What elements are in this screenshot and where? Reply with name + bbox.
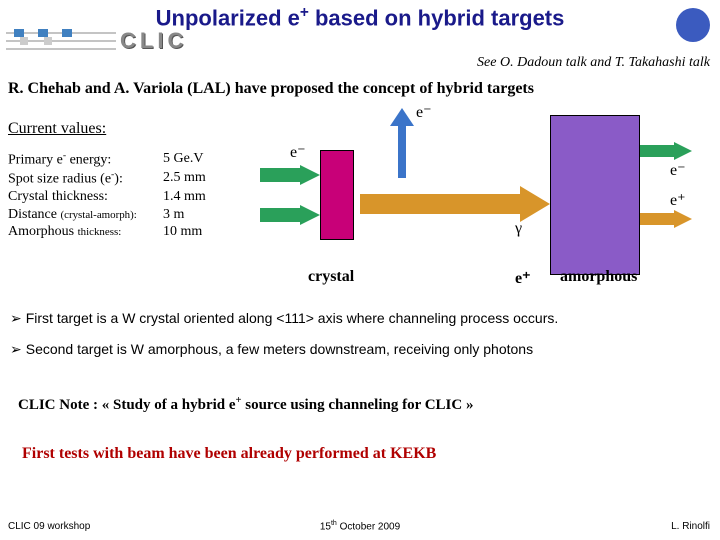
param-row: Primary e- energy:5 Ge.V — [8, 150, 206, 169]
param-value: 1.4 mm — [163, 188, 206, 206]
see-talks-note: See O. Dadoun talk and T. Takahashi talk — [477, 55, 710, 71]
see-talk-2: and T. Takahashi talk — [587, 55, 710, 70]
footer-left: CLIC 09 workshop — [8, 521, 90, 532]
gamma-arrow — [360, 186, 550, 222]
param-value: 3 m — [163, 206, 184, 224]
param-value: 10 mm — [163, 223, 202, 241]
parameter-list: Primary e- energy:5 Ge.VSpot size radius… — [8, 150, 206, 241]
logo-row: CLIC — [6, 28, 187, 54]
first-tests-line: First tests with beam have been already … — [22, 445, 436, 463]
incoming-arrow-2 — [260, 205, 320, 225]
current-values-heading: Current values: — [8, 120, 106, 138]
label-e-minus-left: e⁻ — [290, 142, 306, 162]
param-row: Amorphous thickness:10 mm — [8, 223, 206, 241]
param-label: Spot size radius (e-): — [8, 169, 163, 188]
footer-center: 15th October 2009 — [320, 520, 400, 532]
label-e-minus-top: e⁻ — [416, 102, 432, 122]
see-talk-1: See O. Dadoun talk — [477, 55, 587, 70]
param-label: Distance (crystal-amorph): — [8, 206, 163, 224]
title-post: based on hybrid targets — [309, 5, 565, 30]
bullet-list: ➢First target is a W crystal oriented al… — [10, 310, 558, 372]
clic-logo: CLIC — [120, 28, 187, 54]
slide-title: Unpolarized e+ based on hybrid targets — [0, 0, 720, 31]
param-row: Spot size radius (e-):2.5 mm — [8, 169, 206, 188]
bullet-text: First target is a W crystal oriented alo… — [26, 310, 559, 327]
label-e-plus-bottom: e⁺ — [515, 268, 531, 288]
proposed-line: R. Chehab and A. Variola (LAL) have prop… — [8, 80, 534, 98]
clic-note-post: source using channeling for CLIC » — [242, 397, 474, 413]
out-e-minus-arrow — [640, 142, 692, 160]
clic-note-pre: CLIC Note : « Study of a hybrid e — [18, 397, 236, 413]
amorphous-rect — [550, 115, 640, 275]
param-label: Primary e- energy: — [8, 150, 163, 169]
footer-right: L. Rinolfi — [671, 521, 710, 532]
out-e-plus-arrow — [640, 210, 692, 228]
hybrid-target-diagram: e⁻ e⁻ γ e⁺ crystal amorphous e⁻ e⁺ — [260, 110, 700, 290]
bullet-marker-icon: ➢ — [10, 310, 22, 327]
param-row: Distance (crystal-amorph):3 m — [8, 206, 206, 224]
machine-sketch-icon — [6, 29, 116, 53]
cern-badge-icon — [676, 8, 710, 42]
param-value: 5 Ge.V — [163, 150, 203, 169]
label-amorphous: amorphous — [560, 268, 637, 286]
label-crystal: crystal — [308, 268, 354, 286]
clic-note: CLIC Note : « Study of a hybrid e+ sourc… — [18, 395, 473, 414]
param-label: Crystal thickness: — [8, 188, 163, 206]
footer-center-pre: 15 — [320, 521, 331, 532]
crystal-rect — [320, 150, 354, 240]
bullet-text: Second target is W amorphous, a few mete… — [26, 341, 533, 358]
title-pre: Unpolarized e — [156, 5, 300, 30]
label-e-plus-right: e⁺ — [670, 190, 686, 210]
footer-center-post: October 2009 — [337, 521, 400, 532]
label-gamma: γ — [515, 220, 522, 238]
title-sup: + — [300, 4, 309, 21]
incoming-arrow-1 — [260, 165, 320, 185]
bullet-item: ➢Second target is W amorphous, a few met… — [10, 341, 558, 358]
label-e-minus-right: e⁻ — [670, 160, 686, 180]
bullet-marker-icon: ➢ — [10, 341, 22, 358]
param-value: 2.5 mm — [163, 169, 206, 188]
e-minus-up-arrow — [390, 108, 414, 178]
param-row: Crystal thickness:1.4 mm — [8, 188, 206, 206]
param-label: Amorphous thickness: — [8, 223, 163, 241]
bullet-item: ➢First target is a W crystal oriented al… — [10, 310, 558, 327]
